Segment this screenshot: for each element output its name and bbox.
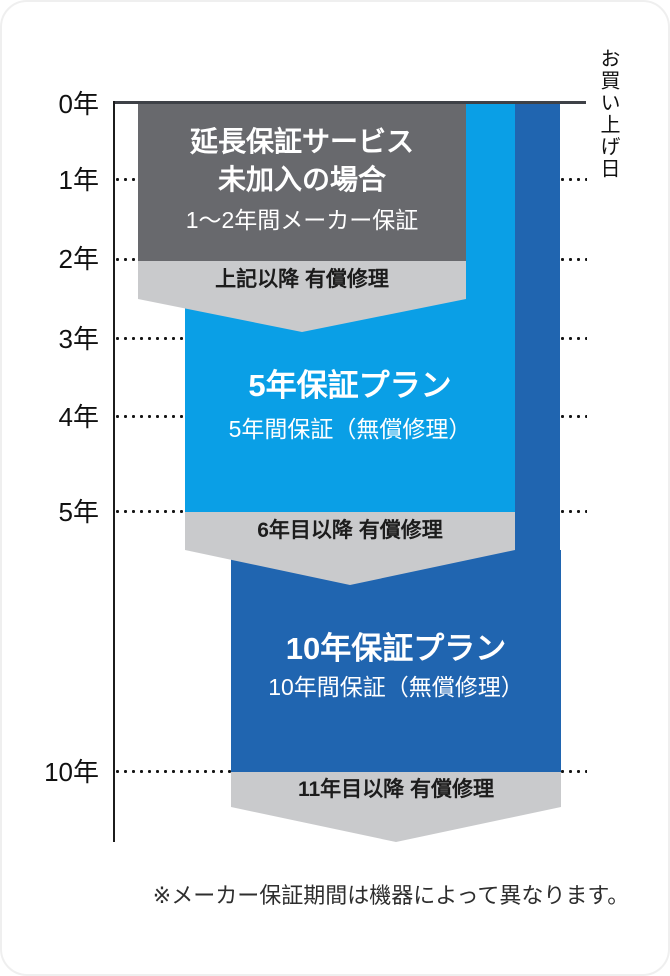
dotted-line-5yr-right <box>561 510 587 513</box>
dotted-line-4yr-left <box>116 415 185 418</box>
dotted-line-10yr-left <box>116 770 231 773</box>
ribbon-label: 11年目以降 有償修理 <box>297 778 495 801</box>
no-plan-title-line1: 延長保証サービス <box>189 126 414 157</box>
dotted-line-10yr-right <box>561 770 587 773</box>
no-plan-subtitle: 1〜2年間メーカー保証 <box>185 207 419 233</box>
dotted-line-5yr-left <box>116 510 185 513</box>
year-label-3: 3年 <box>58 324 99 354</box>
year-label-5: 5年 <box>58 497 99 527</box>
year-label-1: 1年 <box>58 165 99 195</box>
footnote: ※メーカー保証期間は機器によって異なります。 <box>152 883 630 908</box>
year-label-2: 2年 <box>58 244 99 274</box>
axis-top-line <box>114 101 586 104</box>
plan5-block: 5年保証プラン 5年間保証（無償修理） <box>185 299 515 512</box>
axis-vertical-line <box>113 101 115 842</box>
plan10-title: 10年保証プラン <box>285 631 507 666</box>
year-label-0: 0年 <box>58 89 99 119</box>
year-label-4: 4年 <box>58 402 99 432</box>
year-label-10: 10年 <box>44 757 99 787</box>
dotted-line-3yr-right <box>561 337 587 340</box>
plan5-title: 5年保証プラン <box>248 368 452 403</box>
no-plan-title-line2: 未加入の場合 <box>217 164 386 195</box>
dotted-line-2yr-left <box>116 258 138 261</box>
ribbon-label: 6年目以降 有償修理 <box>257 519 443 542</box>
plan10-subtitle: 10年間保証（無償修理） <box>268 674 524 700</box>
dotted-line-1yr-left <box>116 178 138 181</box>
dotted-line-3yr-left <box>116 337 185 340</box>
purchase-date-label: お買い上げ日 <box>597 48 619 180</box>
dotted-line-2yr-right <box>561 258 587 261</box>
ribbon-label: 上記以降 有償修理 <box>215 268 389 291</box>
dotted-line-1yr-right <box>561 178 587 181</box>
plan5-subtitle: 5年間保証（無償修理） <box>228 416 472 442</box>
no-plan-block: 延長保証サービス 未加入の場合 1〜2年間メーカー保証 <box>138 104 466 261</box>
plan10-block: 10年保証プラン 10年間保証（無償修理） <box>231 550 561 772</box>
paid-repair-ribbon-year11: 11年目以降 有償修理 <box>231 772 561 842</box>
dotted-line-4yr-right <box>561 415 587 418</box>
